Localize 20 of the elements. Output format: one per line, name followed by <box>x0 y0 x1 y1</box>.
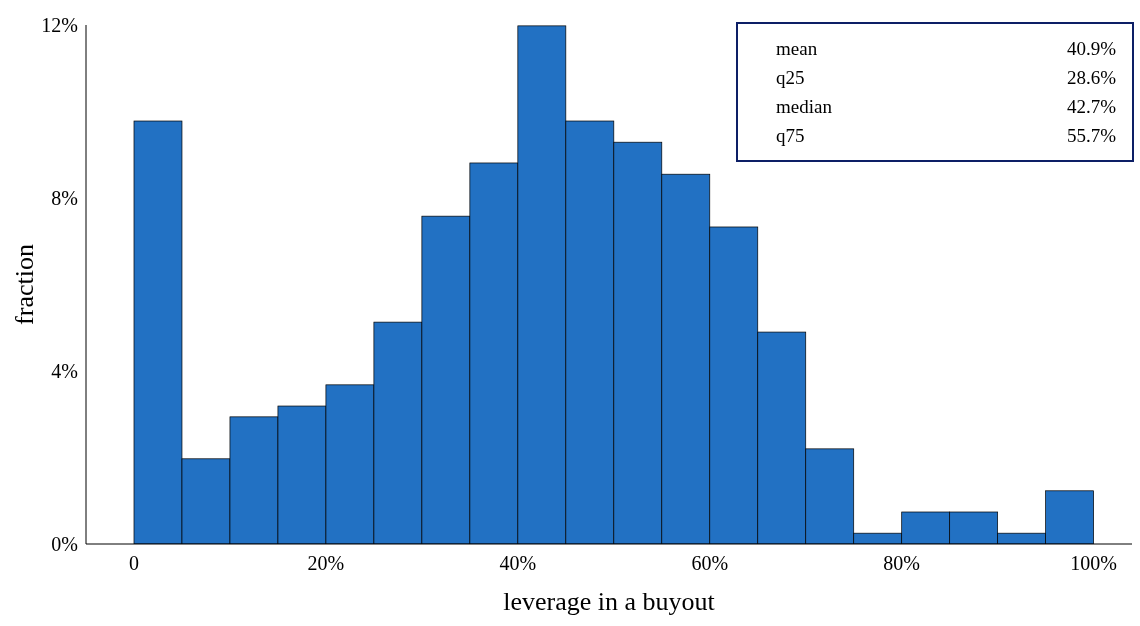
annotation: 40.9% <box>1066 37 1116 61</box>
x-tick-label: 80% <box>883 552 921 575</box>
x-tick-label: 20% <box>307 552 345 575</box>
y-tick-label: 12% <box>41 14 78 37</box>
annotation: 55.7% <box>1066 124 1116 148</box>
y-axis-title: fraction <box>10 244 40 325</box>
annotation: 28.6% <box>1066 66 1116 90</box>
annotation: median <box>776 95 832 119</box>
annotation: 42.7% <box>1066 95 1116 119</box>
x-tick-label: 60% <box>691 552 729 575</box>
annotation: q75 <box>776 124 805 148</box>
y-tick-label: 8% <box>51 187 78 210</box>
annotation: mean <box>776 37 818 61</box>
x-tick-label: 0 <box>128 552 139 575</box>
y-tick-label: 0% <box>51 533 78 556</box>
x-tick-label: 40% <box>499 552 537 575</box>
y-tick-label: 4% <box>51 360 78 383</box>
annotation: q25 <box>776 66 805 90</box>
x-axis-title: leverage in a buyout <box>503 587 716 616</box>
x-tick-label: 100% <box>1070 552 1117 575</box>
